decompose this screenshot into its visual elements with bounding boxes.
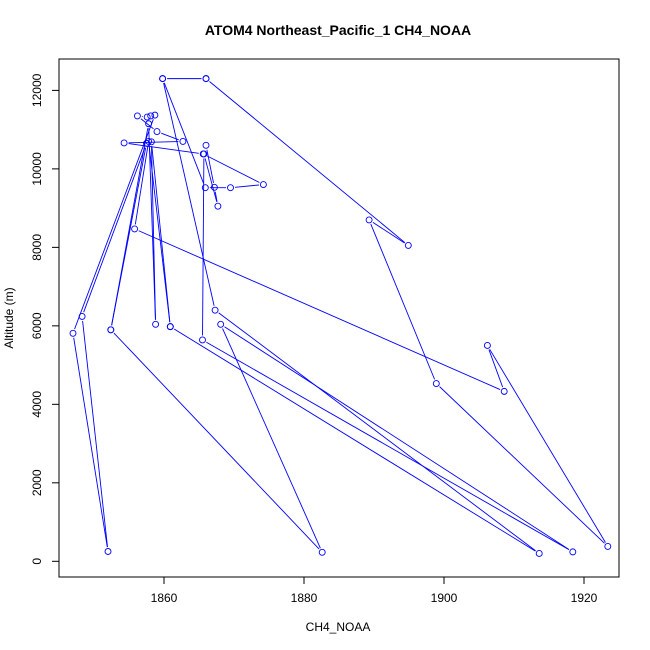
series-line-segment — [207, 155, 260, 183]
y-tick-label: 6000 — [30, 312, 44, 339]
data-point — [432, 380, 440, 387]
series-line-segment — [83, 147, 146, 313]
y-tick-label: 8000 — [30, 234, 44, 261]
series-line-segment — [148, 145, 171, 323]
series-line-segment — [113, 332, 320, 550]
plot-area — [69, 75, 612, 557]
data-point — [151, 111, 159, 119]
data-point — [535, 550, 543, 557]
data-point — [143, 113, 151, 121]
data-point — [199, 336, 206, 344]
x-tick-label: 1920 — [571, 591, 598, 605]
data-point — [569, 548, 577, 556]
data-point — [202, 141, 210, 149]
series-line-segment — [82, 320, 108, 548]
x-tick-label: 1900 — [431, 591, 458, 605]
data-point — [227, 184, 234, 192]
series-line-segment — [138, 230, 501, 390]
y-tick-label: 10000 — [30, 152, 44, 186]
chart-title: ATOM4 Northeast_Pacific_1 CH4_NOAA — [205, 22, 471, 38]
data-point — [166, 323, 174, 331]
data-point — [133, 112, 141, 120]
data-point — [217, 320, 225, 328]
series-line-segment — [128, 141, 179, 144]
series-line-segment — [163, 82, 215, 306]
data-point — [131, 225, 139, 233]
x-axis: 1860 1880 1900 1920 — [151, 576, 598, 605]
y-tick-label: 2000 — [30, 469, 44, 496]
series-line-segment — [214, 191, 218, 202]
data-point — [152, 320, 160, 328]
data-point — [483, 342, 491, 349]
data-point — [145, 120, 153, 128]
series-line-segment — [234, 184, 259, 188]
data-point — [104, 548, 112, 555]
series-line-segment — [488, 349, 504, 388]
data-point — [147, 112, 155, 120]
series-line-segment — [370, 223, 436, 380]
y-tick-label: 4000 — [30, 391, 44, 418]
data-point — [211, 306, 219, 314]
data-point — [200, 150, 208, 158]
series-line-segment — [74, 119, 154, 330]
data-point — [143, 139, 150, 147]
data-point — [107, 326, 115, 334]
series-line-segment — [73, 337, 108, 548]
y-tick-label: 0 — [30, 558, 44, 565]
series-line-segment — [128, 143, 199, 154]
series-line-segment — [209, 81, 406, 243]
x-tick-label: 1880 — [291, 591, 318, 605]
series-line-segment — [439, 386, 605, 544]
series-line-segment — [163, 82, 205, 184]
series-line-segment — [222, 328, 321, 549]
data-point — [159, 75, 167, 83]
data-point — [145, 137, 153, 145]
series-line-segment — [206, 149, 214, 183]
series-line-segment — [218, 312, 536, 552]
data-point — [500, 387, 508, 395]
data-point — [69, 329, 77, 337]
series-line-segment — [140, 118, 154, 130]
data-point — [259, 181, 267, 189]
data-point — [214, 202, 222, 210]
data-point — [120, 139, 128, 147]
y-axis: 0 2000 4000 6000 8000 10000 12000 — [30, 73, 60, 565]
y-tick-label: 12000 — [30, 73, 44, 107]
series-line-segment — [151, 146, 171, 323]
series-line-segment — [173, 328, 536, 552]
series-line-segment — [489, 349, 606, 543]
series-line-segment — [372, 221, 405, 244]
series-line-segment — [224, 326, 570, 550]
data-point — [404, 241, 412, 249]
data-point — [179, 137, 187, 145]
series-line-segment — [134, 145, 149, 225]
data-point — [318, 548, 326, 556]
data-point — [210, 183, 218, 191]
data-point — [153, 128, 161, 136]
data-point — [147, 138, 155, 146]
data-point — [604, 542, 612, 550]
data-point — [201, 184, 209, 192]
x-tick-label: 1860 — [151, 591, 178, 605]
series-line-segment — [111, 128, 149, 326]
y-axis-label: Altitude (m) — [2, 287, 16, 348]
x-axis-label: CH4_NOAA — [306, 620, 371, 634]
series-line-segment — [206, 341, 570, 551]
data-point — [78, 312, 86, 320]
data-point — [365, 216, 373, 224]
series-line-segment — [204, 158, 218, 202]
data-point — [202, 75, 210, 83]
series-line-segment — [202, 158, 205, 336]
